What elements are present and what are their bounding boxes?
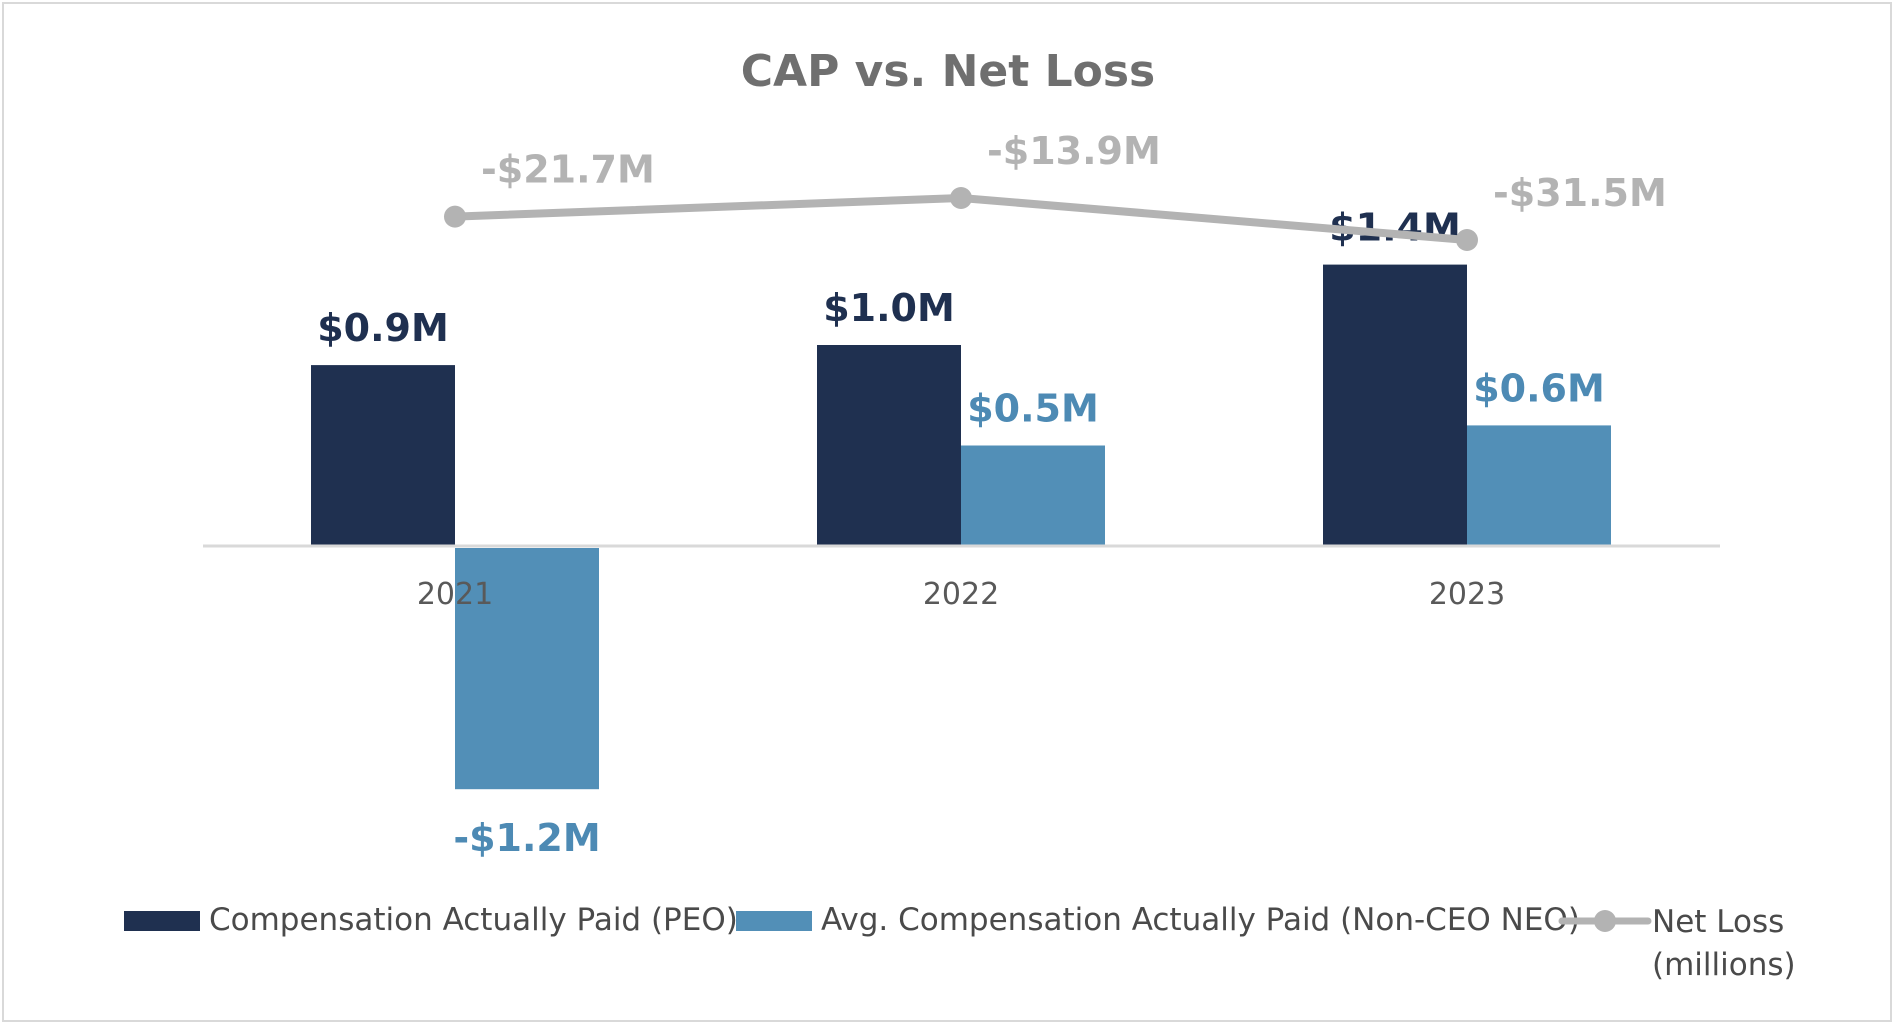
bar-label-neo-2023: $0.6M (1473, 366, 1605, 410)
net-loss-point-2021 (444, 205, 466, 228)
x-tick-2022: 2022 (923, 577, 999, 612)
chart-title: CAP vs. Net Loss (741, 46, 1155, 97)
bar-neo-2021 (455, 548, 599, 790)
bar-label-layer: $0.9M $1.0M$1.4M-$1.2M$0.5M $0.6M (317, 206, 1605, 861)
bar-peo-2023 (1323, 264, 1467, 546)
legend-label-neo: Avg. Compensation Actually Paid (Non-CEO… (821, 902, 1580, 938)
legend-label-net-loss-1: Net Loss (1652, 904, 1784, 940)
bar-label-neo-2022: $0.5M (967, 387, 1099, 431)
legend-swatch-peo (124, 911, 200, 931)
bar-layer (311, 264, 1611, 790)
net-loss-label-2022: -$13.9M (987, 129, 1161, 173)
net-loss-label-2023: -$31.5M (1493, 171, 1667, 215)
bar-label-neo-2021: -$1.2M (453, 816, 600, 860)
bar-neo-2023 (1467, 425, 1611, 546)
net-loss-point-2022 (950, 187, 972, 209)
bar-neo-2022 (961, 445, 1105, 546)
legend-swatch-marker (1594, 910, 1616, 932)
bar-peo-2022 (817, 345, 961, 546)
net-loss-point-2023 (1456, 229, 1478, 251)
x-tick-2021: 2021 (417, 577, 493, 612)
legend-label-net-loss-2: (millions) (1652, 947, 1796, 983)
legend: Compensation Actually Paid (PEO) Avg. Co… (124, 902, 1796, 983)
x-tick-2023: 2023 (1429, 577, 1505, 612)
net-loss-line-layer: -$21.7M -$13.9M -$31.5M (444, 129, 1667, 251)
bar-label-peo-2022: $1.0M (823, 286, 955, 330)
bar-peo-2021 (311, 365, 455, 546)
legend-swatch-neo (736, 911, 812, 931)
net-loss-label-2021: -$21.7M (481, 148, 655, 192)
legend-label-peo: Compensation Actually Paid (PEO) (209, 902, 738, 938)
bar-label-peo-2021: $0.9M (317, 306, 449, 350)
